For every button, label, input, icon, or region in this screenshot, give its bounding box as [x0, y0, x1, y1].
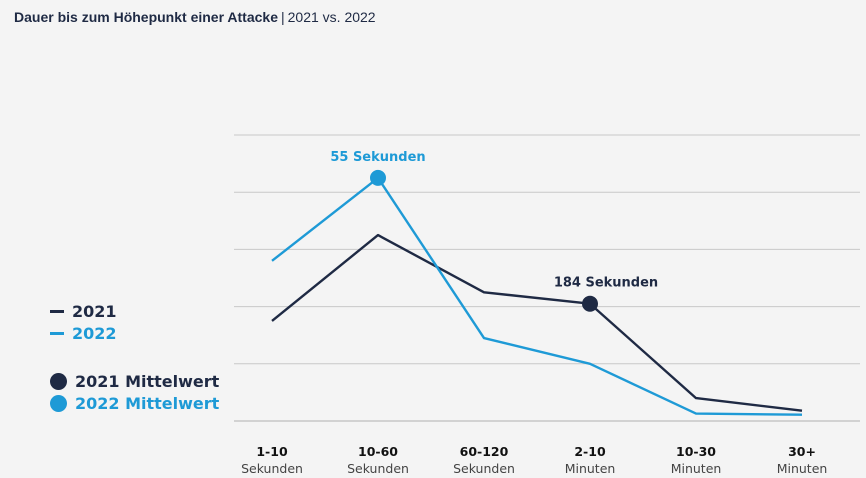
- legend-label-2022-mean: 2022 Mittelwert: [75, 393, 220, 413]
- legend-item-2021-mean[interactable]: 2021 Mittelwert: [50, 370, 219, 392]
- x-tick-label: 1-10: [256, 444, 288, 459]
- x-tick-sublabel: Minuten: [777, 461, 828, 476]
- gridlines: [234, 134, 860, 422]
- annotation-label-2022: 55 Sekunden: [330, 150, 425, 165]
- mean-markers: [370, 169, 598, 312]
- legend-dot-2021-mean: [50, 372, 67, 390]
- legend-swatch-2021: [50, 309, 64, 313]
- x-tick-label: 60-120: [460, 444, 509, 459]
- mean-marker-2021: [582, 295, 598, 312]
- x-tick-label: 2-10: [574, 444, 606, 459]
- x-tick-label: 10-60: [358, 444, 398, 459]
- legend-item-2022[interactable]: 2022: [50, 322, 219, 344]
- chart-subtitle: 2021 vs. 2022: [287, 9, 376, 25]
- annotations: 55 Sekunden 184 Sekunden: [330, 150, 658, 291]
- mean-marker-2022: [370, 169, 386, 186]
- legend-dot-2022-mean: [50, 394, 67, 412]
- x-tick-sublabel: Sekunden: [453, 461, 515, 476]
- series-line-2021: [271, 233, 803, 412]
- x-tick-sublabel: Minuten: [671, 461, 722, 476]
- legend-item-2022-mean[interactable]: 2022 Mittelwert: [50, 392, 219, 414]
- legend-item-2021[interactable]: 2021: [50, 300, 219, 322]
- legend-label-2022: 2022: [72, 323, 117, 343]
- legend-swatch-2022: [50, 331, 64, 335]
- x-tick-sublabel: Minuten: [565, 461, 616, 476]
- x-tick-sublabel: Sekunden: [241, 461, 303, 476]
- annotation-label-2021: 184 Sekunden: [554, 276, 658, 291]
- legend-label-2021-mean: 2021 Mittelwert: [75, 371, 220, 391]
- chart-title-text: Dauer bis zum Höhepunkt einer Attacke: [14, 9, 278, 25]
- x-tick-sublabel: Sekunden: [347, 461, 409, 476]
- series-lines: [271, 176, 803, 416]
- title-separator: |: [280, 9, 285, 25]
- x-tick-label: 30+: [788, 444, 816, 459]
- legend: 2021 2022 2021 Mittelwert 2022 Mittelwer…: [50, 300, 219, 414]
- series-line-2022: [271, 176, 803, 416]
- chart-title: Dauer bis zum Höhepunkt einer Attacke | 20…: [14, 9, 376, 25]
- x-axis-ticks: 1-10 Sekunden 10-60 Sekunden 60-120 Sekunden 2…: [241, 444, 827, 476]
- legend-label-2021: 2021: [72, 301, 117, 321]
- x-tick-label: 10-30: [676, 444, 716, 459]
